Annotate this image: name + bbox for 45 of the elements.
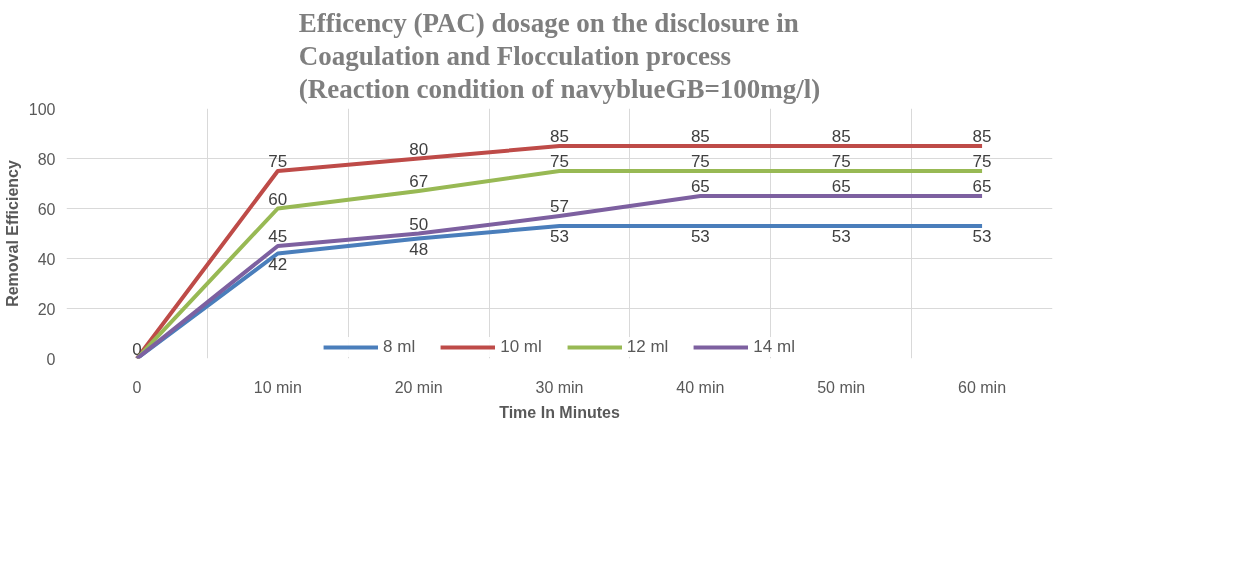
data-label: 75 <box>268 152 288 171</box>
data-label: 75 <box>831 152 851 171</box>
legend-label: 10 ml <box>500 337 542 357</box>
data-label: 45 <box>268 227 288 246</box>
y-tick-label: 80 <box>37 150 56 168</box>
y-tick-label: 20 <box>37 300 56 318</box>
data-label: 57 <box>550 197 569 216</box>
data-label: 85 <box>690 127 710 146</box>
data-label: 48 <box>409 239 429 259</box>
y-tick-label: 40 <box>37 250 56 268</box>
data-label: 53 <box>972 227 992 246</box>
x-tick-label: 30 min <box>535 378 584 396</box>
x-tick-label: 20 min <box>394 378 443 396</box>
x-tick-label: 50 min <box>817 378 866 396</box>
data-label: 53 <box>550 227 569 246</box>
data-label: 85 <box>972 127 992 146</box>
legend-label: 12 ml <box>626 337 669 357</box>
data-label: 0 <box>132 339 142 359</box>
data-label: 85 <box>831 127 851 146</box>
data-label: 65 <box>690 177 710 196</box>
data-label: 53 <box>831 227 851 246</box>
y-tick-label: 0 <box>46 350 56 368</box>
x-tick-label: 10 min <box>253 378 302 396</box>
data-label: 60 <box>268 189 288 209</box>
data-label: 42 <box>268 254 288 274</box>
x-tick-label: 60 min <box>958 378 1007 396</box>
legend-label: 8 ml <box>383 337 416 357</box>
legend-label: 14 ml <box>753 337 795 357</box>
data-label: 65 <box>831 177 851 196</box>
x-tick-label: 0 <box>132 378 142 396</box>
chart-title: Efficency (PAC) dosage on the disclosure in Coagulation and Flocculation process (Reaction condition of navyblueGB=100mg/l) <box>298 7 821 104</box>
data-label: 75 <box>550 152 569 171</box>
data-label: 53 <box>690 227 710 246</box>
data-label: 50 <box>409 214 429 234</box>
data-label: 75 <box>690 152 710 171</box>
data-label: 65 <box>972 177 992 196</box>
y-axis-title: Removal Efficiency <box>3 160 21 307</box>
y-tick-label: 100 <box>28 100 56 118</box>
y-tick-label: 60 <box>37 200 56 218</box>
data-label: 80 <box>409 139 429 159</box>
x-axis-title: Time In Minutes <box>499 403 620 421</box>
x-tick-label: 40 min <box>676 378 725 396</box>
data-label: 75 <box>972 152 992 171</box>
data-label: 67 <box>409 172 429 191</box>
data-label: 85 <box>550 127 569 146</box>
